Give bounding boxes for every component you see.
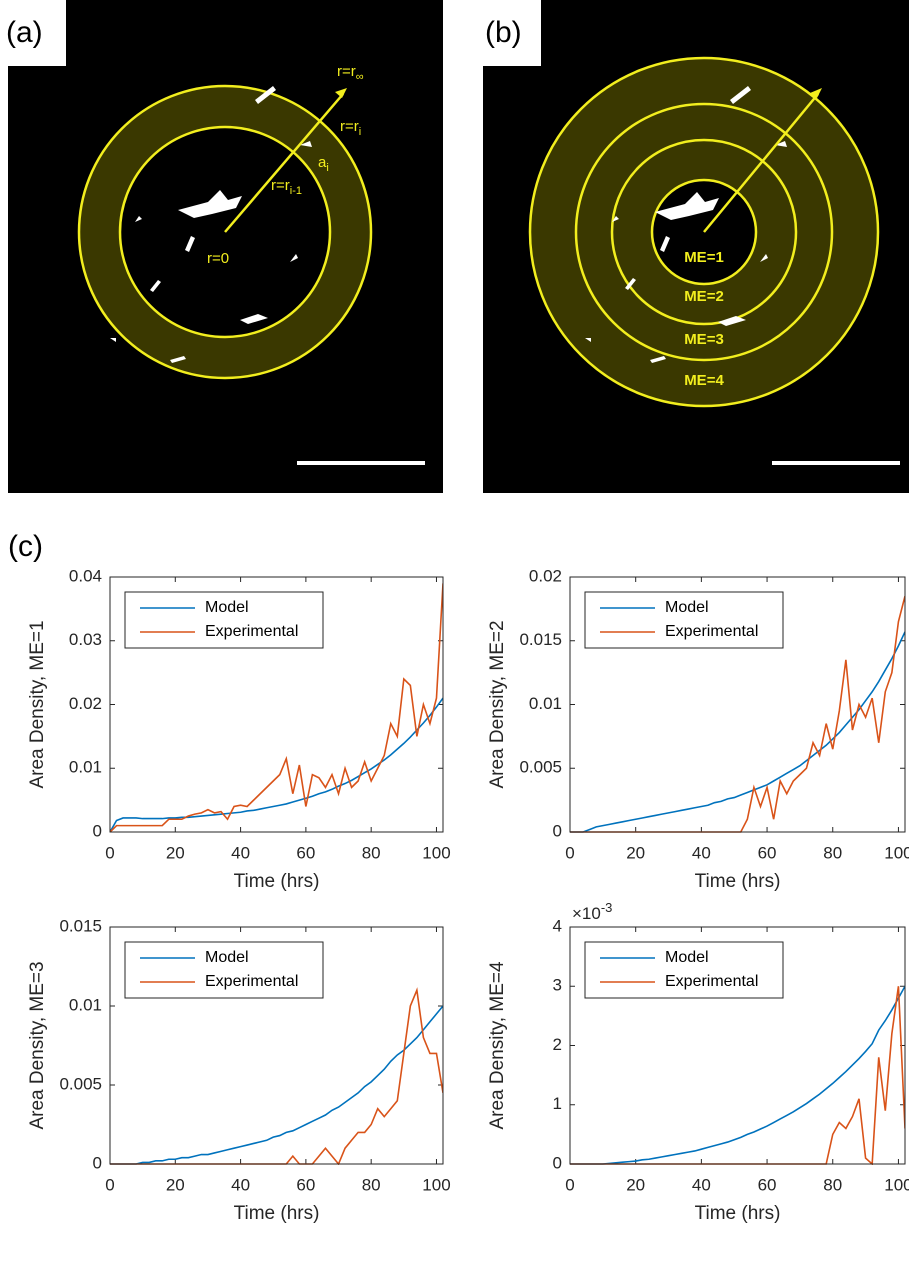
legend-label: Model [665,599,709,616]
annotation: ME=3 [684,331,724,348]
x-tick-label: 100 [884,1175,909,1194]
annotation-text: r=r [340,118,359,135]
x-tick-label: 0 [565,1175,574,1194]
annotation: ME=1 [684,249,724,266]
x-tick-label: 20 [626,843,645,862]
y-axis-label: Area Density, ME=2 [487,620,508,788]
annotation-sub: i-1 [290,185,302,197]
annotation: r=0 [207,250,229,267]
x-tick-label: 0 [105,1175,114,1194]
x-tick-label: 20 [626,1175,645,1194]
y-tick-label: 0 [553,1153,562,1172]
x-tick-label: 0 [105,843,114,862]
legend-label: Model [205,949,249,966]
annotation-sub: ∞ [356,71,364,83]
x-tick-label: 20 [166,843,185,862]
y-multiplier-exp: -3 [601,900,613,915]
page: (a) r=r∞ r=ri ai r=ri-1 r=0 (b) ME=1 ME=… [0,0,909,1262]
y-tick-label: 4 [553,916,562,935]
x-tick-label: 100 [884,843,909,862]
y-axis-label: Area Density, ME=3 [27,961,48,1129]
x-tick-label: 40 [231,843,250,862]
x-tick-label: 60 [758,1175,777,1194]
x-tick-label: 80 [362,1175,381,1194]
x-tick-label: 100 [422,843,450,862]
annotation: ME=2 [684,288,724,305]
y-tick-label: 0.02 [69,694,102,713]
x-tick-label: 40 [692,843,711,862]
legend-label: Experimental [205,623,298,640]
x-tick-label: 60 [296,843,315,862]
y-tick-label: 0.01 [529,694,562,713]
y-multiplier-base: ×10 [572,904,601,923]
annotation-sub: i [326,162,328,174]
annotation-text: r=r [271,177,290,194]
image-a [8,0,443,493]
legend-label: Model [205,599,249,616]
legend-label: Experimental [665,973,758,990]
legend-label: Model [665,949,709,966]
figure: (a) r=r∞ r=ri ai r=ri-1 r=0 (b) ME=1 ME=… [0,0,909,1262]
y-axis-label: Area Density, ME=1 [27,620,48,788]
x-tick-label: 100 [422,1175,450,1194]
y-multiplier: ×10-3 [572,900,612,923]
y-tick-label: 0.005 [519,758,562,777]
y-tick-label: 2 [553,1035,562,1054]
x-tick-label: 60 [296,1175,315,1194]
y-tick-label: 0.015 [519,630,562,649]
y-tick-label: 0.04 [69,566,102,585]
x-tick-label: 40 [692,1175,711,1194]
legend-label: Experimental [665,623,758,640]
annotation: r=ri [340,118,361,138]
x-axis-label: Time (hrs) [695,1203,781,1224]
legend-label: Experimental [205,973,298,990]
annotation-sub: i [359,126,361,138]
y-tick-label: 0 [93,1153,102,1172]
x-tick-label: 60 [758,843,777,862]
x-axis-label: Time (hrs) [695,871,781,892]
x-tick-label: 20 [166,1175,185,1194]
y-tick-label: 0 [93,821,102,840]
y-tick-label: 0.02 [529,566,562,585]
x-axis-label: Time (hrs) [234,1203,320,1224]
x-tick-label: 80 [362,843,381,862]
y-tick-label: 0.005 [59,1074,102,1093]
x-tick-label: 80 [823,843,842,862]
panel-label: (c) [8,530,43,563]
y-tick-label: 0.01 [69,758,102,777]
y-tick-label: 0.01 [69,995,102,1014]
y-tick-label: 0.015 [59,916,102,935]
y-tick-label: 0.03 [69,630,102,649]
x-axis-label: Time (hrs) [234,871,320,892]
annotation: ME=4 [684,372,724,389]
x-tick-label: 0 [565,843,574,862]
y-tick-label: 0 [553,821,562,840]
y-tick-label: 3 [553,976,562,995]
panel-label: (b) [485,16,522,49]
panel-label: (a) [6,16,43,49]
y-tick-label: 1 [553,1094,562,1113]
x-tick-label: 40 [231,1175,250,1194]
y-axis-label: Area Density, ME=4 [487,961,508,1130]
annotation-text: r=r [337,63,356,80]
x-tick-label: 80 [823,1175,842,1194]
